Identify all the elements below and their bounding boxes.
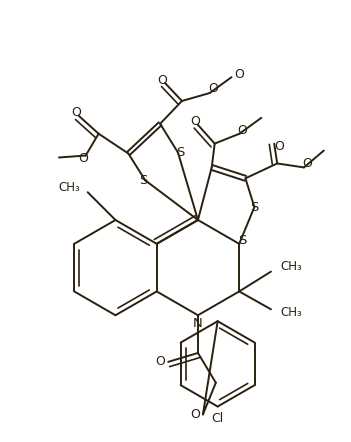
Text: S: S xyxy=(238,234,246,248)
Text: O: O xyxy=(238,124,247,137)
Text: CH₃: CH₃ xyxy=(281,306,303,319)
Text: N: N xyxy=(193,316,203,330)
Text: O: O xyxy=(71,107,81,119)
Text: CH₃: CH₃ xyxy=(281,260,303,273)
Text: S: S xyxy=(250,201,259,213)
Text: O: O xyxy=(234,68,244,81)
Text: O: O xyxy=(208,82,218,95)
Text: Cl: Cl xyxy=(212,412,224,425)
Text: S: S xyxy=(176,146,184,159)
Text: O: O xyxy=(274,140,284,153)
Text: S: S xyxy=(139,174,147,187)
Text: O: O xyxy=(78,152,88,165)
Text: O: O xyxy=(157,74,167,87)
Text: O: O xyxy=(190,408,200,421)
Text: CH₃: CH₃ xyxy=(58,181,80,194)
Text: O: O xyxy=(155,355,165,368)
Text: O: O xyxy=(190,115,200,128)
Text: O: O xyxy=(302,157,312,170)
